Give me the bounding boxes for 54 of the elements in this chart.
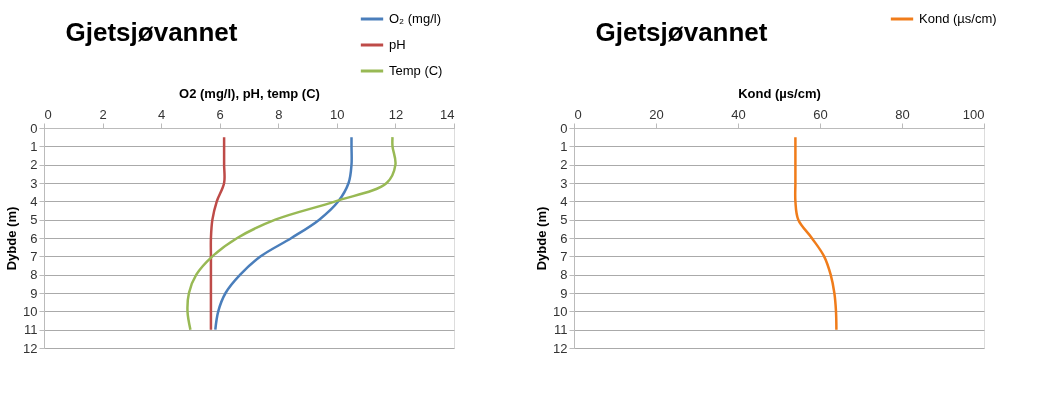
y-tick-label: 1	[30, 138, 38, 154]
legend-label: Kond (µs/cm)	[919, 11, 997, 26]
line-series	[209, 135, 226, 331]
y-axis-title: Dybde (m)	[4, 206, 20, 271]
y-tick-label: 11	[554, 322, 568, 338]
x-tick-label: 10	[330, 106, 345, 122]
legend-label: pH	[389, 37, 406, 52]
y-axis-title: Dybde (m)	[534, 206, 550, 271]
y-tick-label: 6	[30, 230, 38, 246]
y-tick-label: 0	[30, 120, 38, 136]
legend-label: Temp (C)	[389, 63, 443, 78]
x-tick-label: 100	[962, 106, 985, 122]
y-tick-label: 10	[553, 303, 568, 319]
x-tick-label: 0	[574, 106, 582, 122]
y-tick-label: 3	[560, 175, 568, 191]
y-tick-label: 8	[560, 267, 568, 283]
y-tick-label: 12	[23, 340, 38, 356]
chart-title: Gjetsjøvannet	[595, 17, 768, 47]
y-tick-label: 9	[30, 285, 38, 301]
legend-label: O₂ (mg/l)	[389, 11, 441, 26]
x-tick-label: 2	[99, 106, 107, 122]
x-tick-label: 60	[813, 106, 828, 122]
y-tick-label: 4	[30, 193, 38, 209]
y-tick-label: 2	[560, 157, 568, 173]
y-tick-label: 7	[560, 248, 568, 264]
x-axis-title: Kond (µs/cm)	[738, 85, 821, 101]
line-series	[214, 135, 353, 331]
y-tick-label: 5	[560, 212, 568, 228]
y-tick-label: 12	[553, 340, 568, 356]
y-tick-label: 5	[30, 212, 38, 228]
line-series	[793, 135, 838, 331]
line-series	[186, 135, 397, 331]
x-tick-label: 14	[440, 106, 455, 122]
y-tick-label: 7	[30, 248, 38, 264]
y-tick-label: 8	[30, 267, 38, 283]
x-tick-label: 8	[275, 106, 283, 122]
y-tick-label: 3	[30, 175, 38, 191]
chart-title: Gjetsjøvannet	[65, 17, 238, 47]
y-tick-label: 9	[560, 285, 568, 301]
y-tick-label: 6	[560, 230, 568, 246]
x-tick-label: 0	[44, 106, 52, 122]
y-tick-label: 10	[23, 303, 38, 319]
y-tick-label: 4	[560, 193, 568, 209]
x-tick-label: 40	[731, 106, 746, 122]
x-axis-title: O2 (mg/l), pH, temp (C)	[179, 85, 320, 101]
y-tick-label: 2	[30, 157, 38, 173]
x-tick-label: 6	[216, 106, 224, 122]
x-tick-label: 12	[388, 106, 404, 122]
x-tick-label: 80	[895, 106, 910, 122]
y-tick-label: 11	[24, 322, 38, 338]
y-tick-label: 0	[560, 120, 568, 136]
x-tick-label: 20	[649, 106, 664, 122]
y-tick-label: 1	[560, 138, 568, 154]
x-tick-label: 4	[158, 106, 166, 122]
